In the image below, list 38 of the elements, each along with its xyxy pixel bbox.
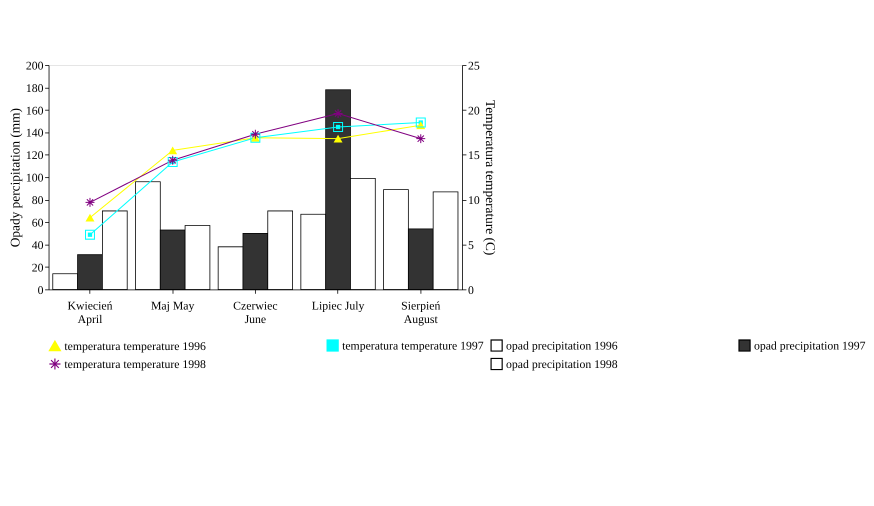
x-tick-label: Sierpień August: [401, 299, 440, 326]
legend-label: opad precipitation 1998: [506, 358, 618, 371]
point: [333, 122, 344, 132]
y-tick-label: 20: [32, 261, 44, 274]
y2-tick-label: 10: [468, 194, 480, 208]
y-tick-label: 0: [38, 284, 44, 297]
legend-label: temperatura temperature 1998: [64, 358, 206, 371]
y-tick-label: 180: [26, 82, 44, 95]
x-tick-label: Czerwiec June: [233, 299, 278, 326]
point: [85, 230, 95, 240]
y-tick-label: 200: [26, 59, 44, 72]
y-tick-label: 40: [32, 238, 44, 252]
legend-label: temperatura temperature 1997: [342, 339, 484, 352]
x-tick-label: Lipiec July: [312, 299, 364, 312]
y-tick-label: 80: [32, 194, 44, 208]
y-tick-label: 160: [26, 104, 44, 118]
x-tick-label: Maj May: [150, 299, 195, 312]
y2-tick-label: 20: [468, 104, 480, 118]
point: [250, 129, 260, 140]
legend-label: opad precipitation 1997: [754, 339, 866, 352]
point: [334, 134, 343, 143]
y2-tick-label: 25: [468, 59, 480, 72]
y-axis-title: Opady percipitation (mm): [8, 108, 23, 248]
legend-label: temperatura temperature 1996: [64, 340, 206, 353]
y2-tick-label: 15: [468, 149, 480, 162]
y-tick-label: 60: [32, 216, 44, 230]
x-tick-label: Kwiecień April: [67, 299, 113, 326]
point: [168, 146, 178, 154]
y-tick-label: 140: [26, 126, 44, 140]
y2-tick-label: 0: [468, 284, 474, 297]
y-tick-label: 120: [26, 149, 44, 162]
y2-tick-label: 5: [468, 238, 474, 252]
y2-axis-title: Temperatura temperature (C): [483, 100, 498, 256]
point: [85, 197, 95, 208]
legend-label: opad precipitation 1996: [506, 339, 618, 352]
y-tick-label: 100: [26, 172, 44, 185]
point: [416, 134, 426, 144]
point: [333, 108, 344, 119]
